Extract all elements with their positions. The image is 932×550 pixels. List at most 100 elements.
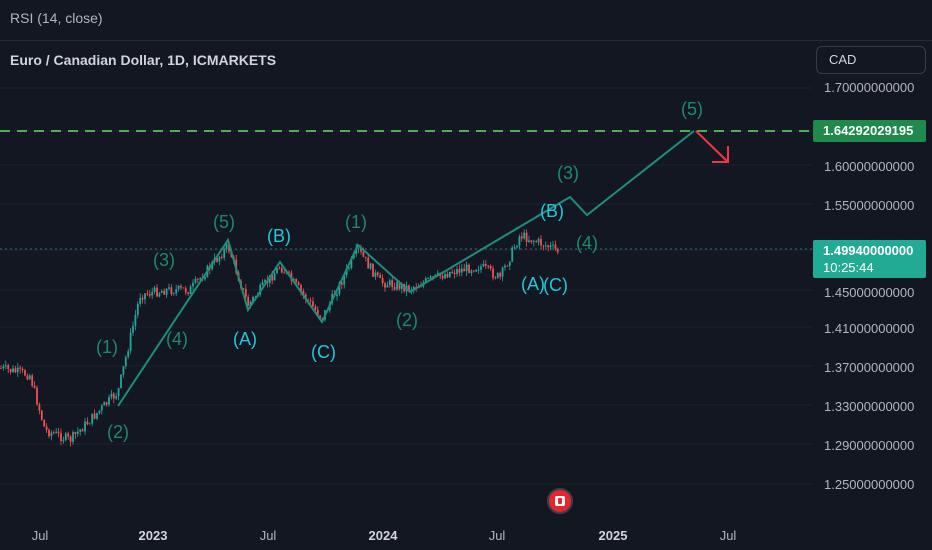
candle-body bbox=[408, 285, 410, 291]
price-tick: 1.41000000000 bbox=[824, 321, 915, 336]
candle-body bbox=[264, 280, 266, 283]
candle-body bbox=[249, 301, 252, 306]
candle-body bbox=[499, 272, 502, 277]
candle-body bbox=[103, 402, 106, 406]
indicator-legend[interactable]: RSI (14, close) bbox=[10, 10, 103, 26]
target-price-tag: 1.64292029195 bbox=[813, 120, 926, 142]
candle-body bbox=[7, 365, 10, 370]
candle-body bbox=[84, 421, 86, 432]
candle-body bbox=[261, 282, 264, 286]
time-tick: Jul bbox=[488, 528, 506, 543]
candle-body bbox=[110, 393, 113, 398]
candle-body bbox=[244, 288, 247, 297]
candle-body bbox=[225, 243, 228, 249]
candle-body bbox=[525, 232, 528, 242]
candle-body bbox=[146, 293, 149, 295]
price-tick: 1.33000000000 bbox=[824, 399, 915, 414]
candle-body bbox=[276, 267, 278, 274]
candle-body bbox=[165, 288, 168, 295]
candle-body bbox=[134, 314, 137, 326]
candle-body bbox=[398, 282, 401, 289]
candle-body bbox=[477, 269, 480, 271]
candle-body bbox=[170, 287, 173, 295]
candle-body bbox=[199, 278, 202, 280]
candle-body bbox=[196, 279, 199, 280]
symbol-title[interactable]: Euro / Canadian Dollar, 1D, ICMARKETS bbox=[10, 52, 277, 68]
candle-body bbox=[136, 303, 139, 315]
candle-body bbox=[194, 279, 197, 283]
candle-body bbox=[43, 419, 46, 427]
candle-body bbox=[144, 293, 146, 300]
candle-body bbox=[211, 262, 214, 270]
candle-body bbox=[456, 269, 458, 274]
candle-body bbox=[122, 366, 125, 375]
time-axis[interactable]: Jul 2023 Jul 2024 Jul 2025 Jul bbox=[0, 518, 812, 550]
candle-body bbox=[81, 429, 84, 432]
candle-body bbox=[16, 367, 19, 373]
candle-body bbox=[141, 297, 144, 300]
candle-body bbox=[31, 375, 34, 386]
candle-body bbox=[489, 265, 492, 269]
candle-body bbox=[12, 368, 14, 373]
candle-body bbox=[487, 265, 490, 267]
candle-body bbox=[175, 289, 178, 294]
price-tick: 1.60000000000 bbox=[824, 159, 915, 174]
candle-body bbox=[288, 271, 290, 273]
candle-body bbox=[367, 257, 370, 269]
candle-body bbox=[391, 280, 394, 288]
currency-button[interactable]: CAD bbox=[816, 46, 926, 74]
candle-body bbox=[105, 402, 108, 405]
candle-body bbox=[79, 429, 82, 432]
candle-body bbox=[112, 393, 115, 399]
price-scale[interactable]: 1.70000000000 1.60000000000 1.5500000000… bbox=[812, 75, 932, 515]
candle-body bbox=[74, 432, 77, 435]
candle-body bbox=[448, 271, 451, 278]
time-tick: 2023 bbox=[138, 528, 168, 543]
wave-label-3b: (3) bbox=[557, 163, 579, 183]
candle-body bbox=[280, 268, 283, 273]
candle-body bbox=[69, 436, 72, 442]
candle-body bbox=[14, 368, 17, 373]
candle-body bbox=[204, 277, 206, 280]
candle-body bbox=[40, 410, 43, 420]
candle-body bbox=[458, 269, 461, 273]
candle-body bbox=[530, 240, 533, 243]
candle-body bbox=[163, 290, 166, 295]
candle-body bbox=[218, 256, 221, 262]
candle-body bbox=[516, 245, 518, 248]
candle-body bbox=[468, 264, 470, 274]
candle-body bbox=[223, 248, 226, 258]
price-tick: 1.25000000000 bbox=[824, 477, 915, 492]
wave-label-2b: (2) bbox=[396, 310, 418, 330]
candle-body bbox=[153, 287, 156, 293]
candle-body bbox=[472, 270, 475, 272]
wave-label-1b: (1) bbox=[345, 212, 367, 232]
candle-body bbox=[412, 287, 415, 290]
candle-body bbox=[172, 293, 175, 295]
candle-body bbox=[429, 276, 432, 279]
canada-flag-icon[interactable] bbox=[547, 488, 573, 514]
candle-body bbox=[420, 286, 422, 288]
time-tick: 2024 bbox=[368, 528, 398, 543]
candle-body bbox=[523, 232, 526, 239]
candle-body bbox=[528, 240, 530, 242]
candle-body bbox=[64, 433, 67, 440]
candle-body bbox=[350, 258, 353, 268]
candle-body bbox=[535, 241, 538, 243]
candle-body bbox=[376, 272, 379, 275]
candle-body bbox=[62, 439, 65, 442]
time-tick: 2025 bbox=[598, 528, 628, 543]
candle-body bbox=[24, 370, 26, 376]
candle-body bbox=[67, 433, 70, 437]
candle-body bbox=[252, 296, 254, 302]
candle-body bbox=[132, 325, 134, 333]
candle-body bbox=[283, 272, 286, 274]
wave-label-c: (C) bbox=[311, 342, 336, 362]
candle-body bbox=[38, 404, 41, 411]
candle-body bbox=[348, 267, 350, 269]
candle-body bbox=[336, 294, 338, 297]
candle-body bbox=[160, 290, 163, 293]
price-chart[interactable]: (1) (2) (3) (4) (5) (A) (B) (C) (1) (2) … bbox=[0, 40, 812, 518]
candle-body bbox=[314, 306, 317, 310]
candle-body bbox=[278, 267, 281, 269]
